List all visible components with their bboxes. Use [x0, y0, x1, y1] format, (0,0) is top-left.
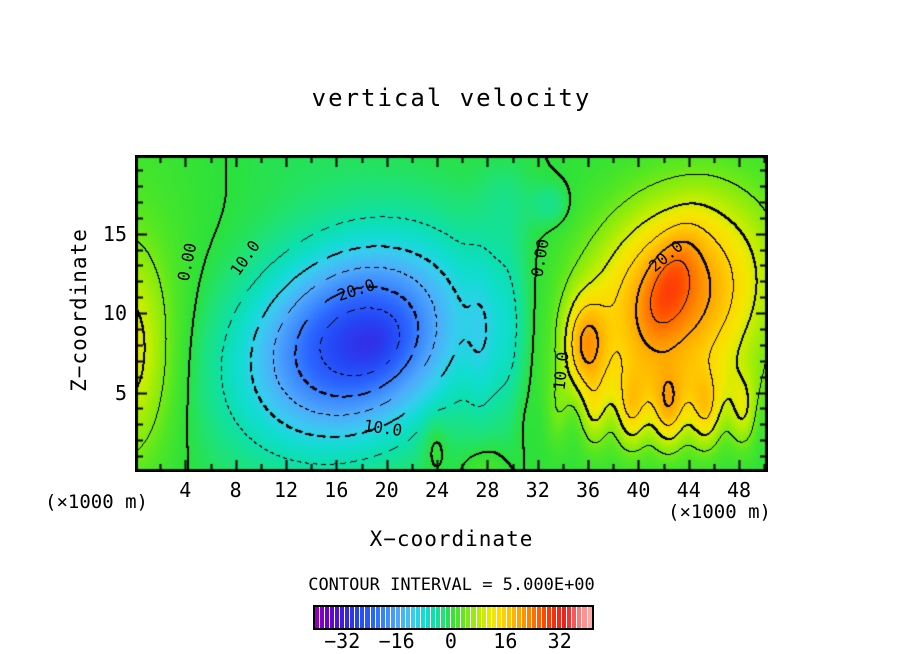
x-axis-unit-right: (×1000 m) — [668, 501, 771, 523]
colorbar-cell — [476, 607, 481, 628]
z-axis-tick-label: 10 — [102, 301, 127, 326]
colorbar-cell — [441, 607, 446, 628]
colorbar-cell — [410, 607, 415, 628]
colorbar-cell — [526, 607, 532, 628]
colorbar-cell — [335, 607, 340, 628]
colorbar-cell — [501, 607, 506, 628]
x-axis-tick-label: 8 — [229, 478, 242, 502]
colorbar-cell — [431, 607, 436, 628]
colorbar-cell — [562, 607, 567, 628]
colorbar-cell — [471, 607, 476, 628]
colorbar-cell — [491, 607, 496, 628]
colorbar-cell — [486, 607, 491, 628]
colorbar-cell — [506, 607, 511, 628]
colorbar-cell — [481, 607, 486, 628]
colorbar-cell — [532, 607, 537, 628]
colorbar-cell — [587, 607, 592, 628]
colorbar-cell — [340, 607, 345, 628]
colorbar-cell — [537, 607, 542, 628]
colorbar-cell — [420, 607, 426, 628]
colorbar-cell — [325, 607, 330, 628]
x-axis-tick-label: 28 — [475, 478, 500, 502]
colorbar-cell — [466, 607, 471, 628]
colorbar-cell — [516, 607, 521, 628]
colorbar-tick-label: 32 — [547, 629, 572, 653]
x-axis-unit-left: (×1000 m) — [45, 491, 148, 513]
colorbar-cell — [315, 607, 320, 628]
x-axis-tick-label: 36 — [575, 478, 601, 502]
colorbar-tick-label: −32 — [324, 629, 361, 653]
z-axis-label: Z−coordinate — [67, 228, 91, 392]
colorbar-cell — [552, 607, 557, 628]
plot-title: vertical velocity — [311, 84, 592, 112]
colorbar-cell — [567, 607, 572, 628]
z-axis-tick-label: 5 — [114, 380, 127, 405]
colorbar-cell — [461, 607, 466, 628]
colorbar-cell — [320, 607, 325, 628]
colorbar-cell — [451, 607, 456, 628]
x-axis-tick-label: 16 — [324, 478, 349, 502]
colorbar-cell — [385, 607, 390, 628]
colorbar-cell — [360, 607, 365, 628]
colorbar — [313, 605, 594, 630]
colorbar-cell — [390, 607, 395, 628]
colorbar-cell — [577, 607, 582, 628]
colorbar-tick-label: 16 — [493, 629, 518, 653]
colorbar-cell — [572, 607, 577, 628]
contour-line-label: 10.0 — [549, 350, 573, 392]
contour-plot-canvas — [135, 155, 768, 472]
colorbar-cell — [365, 607, 370, 628]
x-axis-tick-label: 40 — [626, 478, 651, 502]
colorbar-cell — [547, 607, 552, 628]
colorbar-cell — [375, 607, 380, 628]
contour-plot: 0.00 10.0 20.0 10.0 0.00 10.0 20.0 — [135, 155, 768, 472]
colorbar-cell — [582, 607, 587, 628]
colorbar-cell — [380, 607, 385, 628]
colorbar-cell — [521, 607, 526, 628]
z-axis-tick-label: 15 — [102, 221, 127, 246]
x-axis-tick-label: 32 — [525, 478, 550, 502]
colorbar-tick-label: 0 — [444, 629, 457, 653]
colorbar-cell — [370, 607, 375, 628]
colorbar-cell — [350, 607, 355, 628]
colorbar-cell — [405, 607, 410, 628]
x-axis-tick-label: 48 — [727, 478, 752, 502]
colorbar-cell — [345, 607, 350, 628]
colorbar-tick-label: −16 — [378, 629, 415, 653]
colorbar-cell — [426, 607, 431, 628]
colorbar-cell — [355, 607, 360, 628]
colorbar-cell — [511, 607, 516, 628]
colorbar-cell — [436, 607, 441, 628]
x-axis-tick-label: 12 — [273, 478, 299, 502]
colorbar-cell — [330, 607, 335, 628]
x-axis-label: X−coordinate — [369, 527, 534, 551]
contour-interval-note: CONTOUR INTERVAL = 5.000E+00 — [308, 575, 595, 595]
x-axis-tick-label: 4 — [179, 478, 192, 502]
colorbar-cell — [400, 607, 405, 628]
colorbar-cell — [496, 607, 501, 628]
x-axis-tick-label: 24 — [424, 478, 450, 502]
colorbar-cell — [456, 607, 461, 628]
colorbar-cell — [557, 607, 562, 628]
x-axis-tick-label: 44 — [676, 478, 701, 502]
colorbar-cell — [415, 607, 420, 628]
colorbar-cell — [395, 607, 400, 628]
x-axis-tick-label: 20 — [374, 478, 399, 502]
colorbar-cell — [446, 607, 451, 628]
colorbar-cell — [542, 607, 547, 628]
